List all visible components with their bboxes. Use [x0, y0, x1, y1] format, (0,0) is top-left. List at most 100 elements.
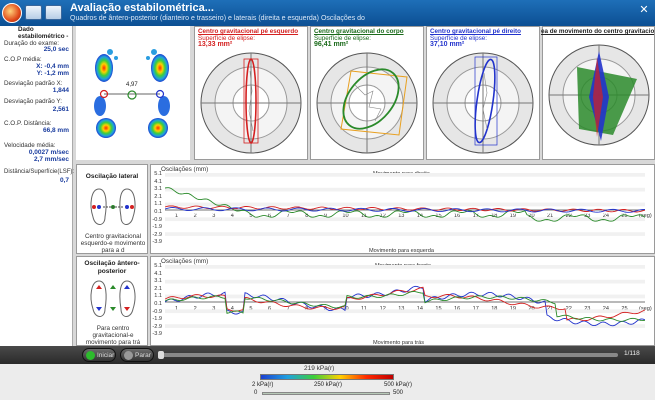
y-tick: 5.1 — [154, 171, 162, 177]
left-foot-print — [94, 49, 118, 138]
x-tick: 24 — [602, 213, 610, 219]
x-tick: 5 — [249, 306, 253, 312]
antero-bottom-label: Movimento para trás — [373, 340, 424, 346]
lateral-caption: Centro gravitacional esquerdo-e moviment… — [80, 233, 146, 254]
antero-y-ticks: 5.1 4.1 3.1 2.1 1.1 0.1 -0.9 -1.9 -2.9 -3.9 — [151, 263, 163, 337]
left-cop-marker — [99, 89, 109, 99]
x-tick: 6 — [268, 213, 272, 219]
y-tick: 3.1 — [154, 186, 162, 193]
x-tick: 8 — [305, 306, 309, 312]
x-tick: 11 — [361, 213, 367, 219]
app-logo-icon — [2, 3, 22, 23]
x-tick: 1 — [175, 213, 179, 219]
cop-y-value: Y: -1,2 mm — [36, 70, 69, 77]
pause-icon — [124, 351, 133, 360]
x-tick: 17 — [472, 306, 479, 312]
legend-min: 2 kPa(r) — [252, 382, 274, 388]
left-foot-ellipse-title: Centro gravitacional pé esquerdo — [198, 28, 299, 35]
timeline-track[interactable] — [158, 351, 618, 359]
left-foot-ellipse-plot — [200, 52, 302, 154]
y-tick: 5.1 — [154, 263, 162, 269]
right-foot-ellipse-panel: Centro gravitacional pé direito Superfíc… — [426, 26, 540, 160]
x-tick: 6 — [268, 306, 272, 312]
antero-left-trace — [165, 286, 645, 322]
legend-max: 500 kPa(r) — [384, 382, 413, 388]
lateral-side-panel: Oscilação lateral Centro gravitacional e… — [76, 164, 148, 254]
cop-distance-value: 66,8 mm — [42, 127, 69, 134]
movement-area-plot — [548, 44, 650, 146]
threshold-slider[interactable] — [262, 392, 390, 395]
antero-right-trace — [165, 285, 645, 327]
x-tick: 16 — [454, 213, 461, 219]
lateral-plot — [165, 173, 645, 244]
x-tick: 7 — [286, 306, 290, 312]
lateral-graph: Oscilações (mm) Movimento para direita M… — [150, 164, 655, 254]
left-foot-ellipse-panel: Centro gravitacional pé esquerdo Superfí… — [194, 26, 308, 160]
stop-button[interactable]: Parar — [120, 348, 154, 362]
x-tick: 7 — [286, 213, 290, 219]
x-tick: 14 — [416, 306, 424, 312]
frame-counter: 1/118 — [624, 350, 640, 357]
left-foot-ellipse-label: Superfície de elipse: — [198, 35, 256, 42]
velocity-label: Velocidade média: — [4, 142, 56, 149]
velocity-ms-value: 0,0027 m/sec — [28, 149, 69, 156]
body-ellipse-label: Superfície de elipse: — [314, 35, 372, 42]
antero-feet-icon — [90, 280, 136, 317]
movement-area-title: ea de movimento do centro gravitacional — [541, 28, 654, 35]
right-foot-ellipse-title: Centro gravitacional pé direito — [430, 28, 521, 35]
x-tick: 11 — [361, 306, 367, 312]
body-ellipse-title: Centro gravitacional do corpo — [314, 28, 404, 35]
lateral-left-trace — [165, 205, 645, 213]
legend-mid: 250 kPa(r) — [314, 382, 343, 388]
x-tick: 24 — [602, 306, 610, 312]
x-tick: 16 — [454, 306, 461, 312]
y-tick: 0.1 — [154, 209, 162, 215]
cop-mean-label: C.O.P média: — [4, 56, 42, 63]
legend-scale-value: 219 kPa(r) — [304, 365, 335, 372]
lateral-y-ticks: 5.1 4.1 3.1 2.1 1.1 0.1 -0.9 -1.9 -2.9 -3.9 — [151, 171, 163, 245]
antero-graph: Oscilações (mm) Movimento para frente Mo… — [150, 256, 655, 346]
x-tick: 1 — [175, 306, 179, 312]
right-cop-marker — [155, 89, 165, 99]
body-cop-marker — [127, 90, 137, 100]
x-tick: 17 — [472, 213, 479, 219]
movement-area-panel: ea de movimento do centro gravitacional — [541, 26, 655, 160]
x-tick: 2 — [193, 306, 197, 312]
x-tick: 13 — [398, 213, 405, 219]
slider-max-label: 500 — [393, 390, 404, 396]
timeline-thumb[interactable] — [158, 351, 164, 359]
x-tick: 3 — [212, 213, 216, 219]
x-tick: 18 — [491, 306, 498, 312]
antero-x-ticks: 1 2 3 4 5 6 7 8 9 10 11 12 13 14 15 16 17 18 19 20 21 22 23 24 2… — [165, 306, 645, 314]
x-tick: 12 — [379, 213, 386, 219]
close-button[interactable]: ✕ — [639, 4, 649, 16]
left-foot-ellipse-value: 13,33 mm² — [198, 41, 233, 48]
cop-x-value: X: -0,4 mm — [36, 63, 69, 70]
x-tick: 21 — [547, 213, 554, 219]
x-tick: 19 — [509, 306, 517, 312]
right-foot-print — [146, 49, 170, 138]
antero-body-trace — [165, 291, 645, 322]
x-tick: 23 — [584, 306, 591, 312]
antero-caption: Para centro gravitacional-e movimento pa… — [85, 325, 141, 346]
x-tick: 22 — [565, 306, 572, 312]
y-tick: 1.1 — [154, 201, 162, 208]
lateral-ylabel: Oscilações (mm) — [161, 166, 209, 173]
title-bar: Avaliação estabilométrica... Quadros de … — [0, 0, 655, 26]
antero-side-panel: Oscilação ântero-posterior Para centro g… — [76, 256, 148, 346]
stats-header: Dado estabilométrico - — [18, 26, 69, 40]
wave-icon[interactable] — [25, 5, 42, 20]
pressure-legend: 219 kPa(r) 2 kPa(r) 250 kPa(r) 500 kPa(r… — [0, 364, 655, 400]
right-foot-ellipse-label: Superfície de elipse: — [430, 35, 488, 42]
x-tick: 2 — [193, 213, 197, 219]
start-button[interactable]: Iniciar — [82, 348, 116, 362]
sdx-value: 1,844 — [52, 87, 69, 94]
image-icon[interactable] — [45, 5, 62, 20]
pressure-gradient-bar — [260, 374, 394, 380]
lsf-value: 0,7 — [59, 177, 69, 184]
y-tick: 3.1 — [154, 278, 162, 285]
x-tick: 25 — [621, 306, 628, 312]
stats-panel: Dado estabilométrico - Duração do exame:… — [0, 26, 74, 360]
play-icon — [86, 351, 95, 360]
right-foot-ellipse-value: 37,10 mm² — [430, 41, 465, 48]
